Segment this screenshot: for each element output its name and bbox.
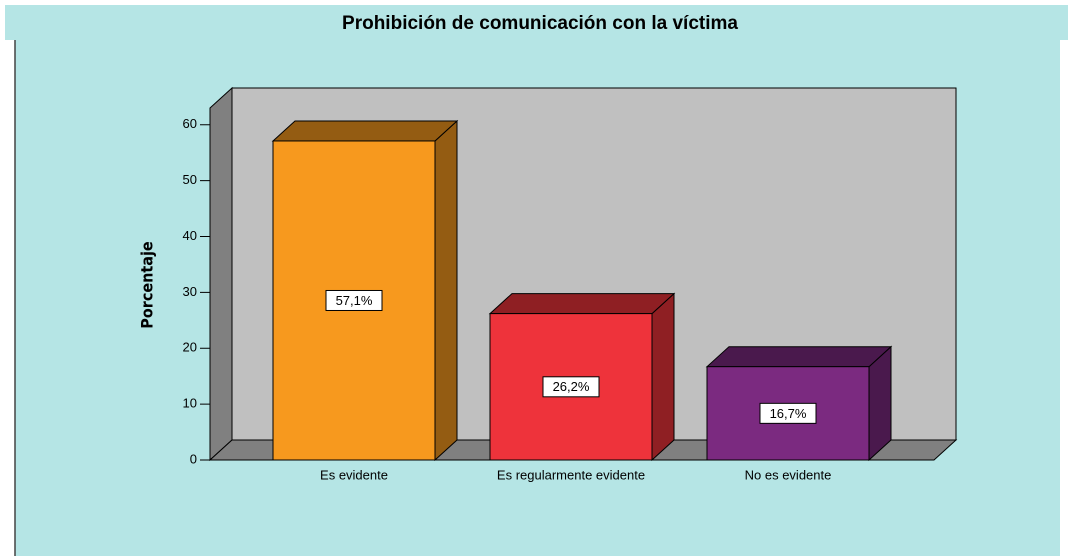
value-label: 57,1% <box>336 293 373 308</box>
value-label-box <box>325 289 383 311</box>
y-tick-label: 10 <box>183 396 197 411</box>
bar-side <box>434 119 458 462</box>
y-tick-label: 60 <box>183 116 197 131</box>
x-tick-label: Es evidente <box>320 467 388 482</box>
title-bar <box>5 5 1068 40</box>
value-label: 26,2% <box>553 379 590 394</box>
bar-top <box>705 346 893 368</box>
y-tick-label: 0 <box>190 451 197 466</box>
y-tick-label: 30 <box>183 284 197 299</box>
y-tick-label: 40 <box>183 228 197 243</box>
bar-side <box>651 292 675 462</box>
x-tick-label: Es regularmente evidente <box>497 467 645 482</box>
chart-title: Prohibición de comunicación con la vícti… <box>342 13 738 34</box>
y-tick-label: 50 <box>183 172 197 187</box>
bar-top <box>488 293 676 315</box>
y-axis-label: Porcentaje <box>138 241 157 329</box>
y-tick-label: 20 <box>183 340 197 355</box>
value-label: 16,7% <box>770 406 807 421</box>
bar-top <box>271 120 459 142</box>
value-label-box <box>759 402 817 424</box>
left-wall <box>209 86 233 462</box>
value-label-box <box>542 376 600 398</box>
x-tick-label: No es evidente <box>745 467 832 482</box>
